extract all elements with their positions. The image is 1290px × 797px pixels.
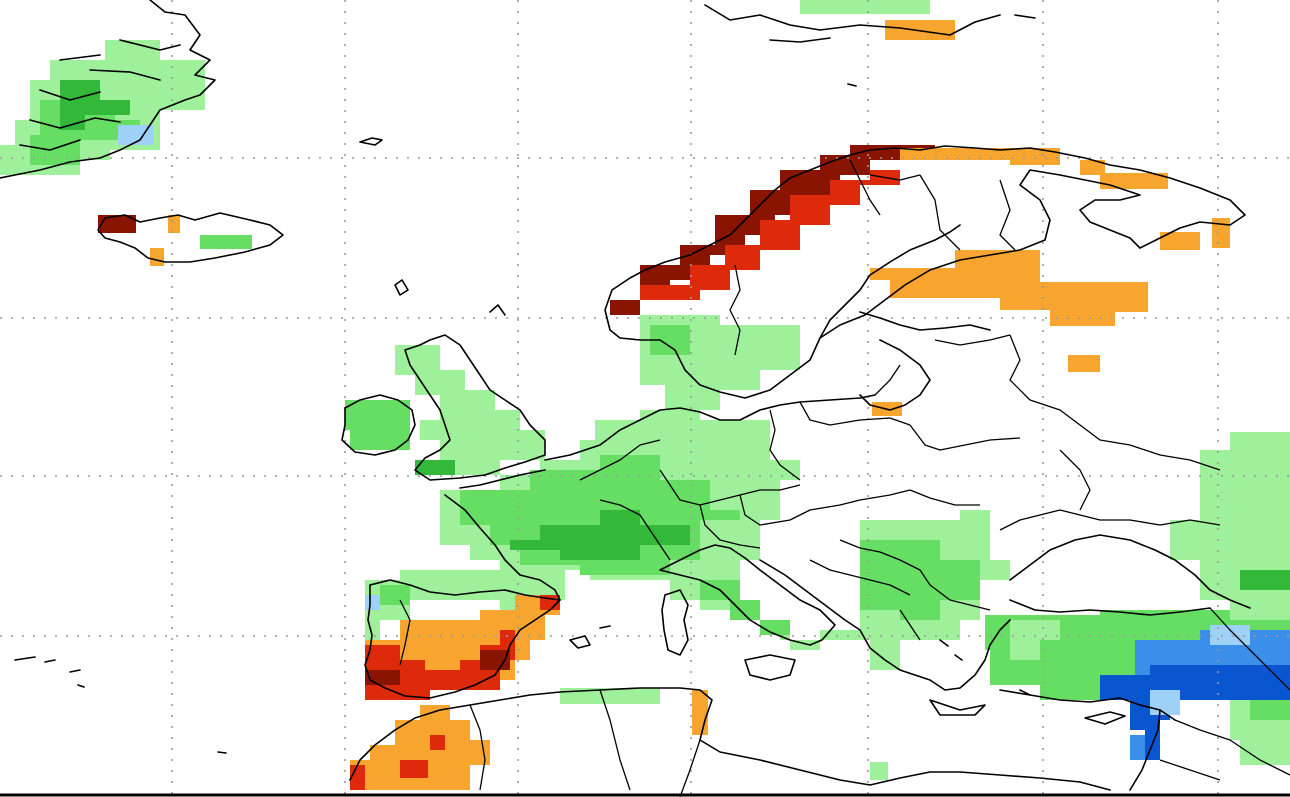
kola-orange-cell <box>1100 173 1168 189</box>
levant-very-wet-region <box>1100 665 1290 760</box>
britain-coastline <box>404 334 546 481</box>
country-borders <box>399 159 1290 797</box>
morocco-red-cell-2 <box>430 735 445 750</box>
iceland-orange-cell-2 <box>150 248 164 266</box>
morocco-orange-region <box>350 705 490 790</box>
turkey-light-wet-cell <box>1210 625 1250 645</box>
balearic-islands <box>569 625 611 649</box>
balkans-coastline <box>759 559 1011 691</box>
country-border <box>769 334 1131 481</box>
finland-orange-region <box>870 250 1148 326</box>
britain-dark-cell <box>415 460 455 475</box>
east-green-dark-cell <box>1240 570 1290 590</box>
russia-orange-cell <box>1068 355 1100 372</box>
iberia-green-cell <box>380 585 410 605</box>
country-border <box>659 469 980 549</box>
greenland-coastline <box>0 0 216 179</box>
morocco-red-cell <box>400 760 428 778</box>
levant-light-wet-cell <box>1150 690 1180 715</box>
britain-green-region <box>395 345 545 475</box>
greenland-green-mid <box>30 100 140 165</box>
turkey-south-coastline <box>999 689 1176 721</box>
iceland-green-cell <box>200 235 252 249</box>
greenland-fjords <box>19 39 181 151</box>
france-green-dark-region <box>510 510 690 560</box>
norway-orange-cell <box>1080 160 1105 175</box>
iberia-dark-red-region <box>365 650 510 685</box>
azores-islands <box>14 656 227 754</box>
iraq-green-cell <box>1250 700 1290 720</box>
iberia-wet-cell <box>365 595 380 610</box>
morocco-red-cell-3 <box>350 765 365 790</box>
country-border <box>999 444 1221 531</box>
country-border <box>729 159 1016 356</box>
country-border <box>469 689 701 797</box>
svalbard-coastline <box>704 4 1036 43</box>
baltic-coastline <box>819 224 991 411</box>
cyprus-coastline <box>1084 711 1126 725</box>
greenland-green-dark <box>60 80 130 130</box>
scandinavia-coastline <box>604 145 1246 399</box>
faroe-islands <box>359 137 383 146</box>
ireland-green-region <box>345 400 410 450</box>
sicily-coastline <box>744 654 796 681</box>
ireland-coastline <box>341 394 416 456</box>
turkey-green-light <box>1010 620 1060 660</box>
iberia-coastline <box>364 579 561 699</box>
italy-coastline <box>659 544 836 646</box>
aegean-islands <box>929 639 1031 716</box>
tunisia-orange-cell <box>692 690 708 735</box>
sinai-wet-cell <box>1130 735 1145 760</box>
levant-coastline <box>1129 709 1161 791</box>
norway-orange-band <box>900 148 1060 165</box>
algeria-green-cell <box>560 688 660 704</box>
svalbard-green-cell <box>800 0 930 14</box>
sardinia-corsica <box>661 589 689 656</box>
greenland-wet-cell <box>118 125 153 145</box>
iberia-red-region <box>365 630 515 700</box>
north-africa-coastline <box>349 687 1111 791</box>
iceland-orange-cell <box>168 215 180 233</box>
jan-mayen <box>847 83 857 87</box>
iceland-dark-red-cell <box>98 215 136 233</box>
iceland-coastline <box>97 212 284 263</box>
kola-orange-cell-2 <box>1160 232 1200 250</box>
kola-orange-cell-3 <box>1212 218 1230 248</box>
shetland-islands <box>394 279 506 316</box>
country-border <box>579 439 671 561</box>
continent-coastline <box>444 394 876 601</box>
black-sea-coastline <box>1009 534 1251 616</box>
country-border <box>399 599 1290 781</box>
italy-green <box>700 580 790 635</box>
libya-green-cell <box>870 762 888 780</box>
norway-red-band <box>640 170 900 300</box>
coastlines <box>0 0 1251 791</box>
country-border <box>809 539 991 641</box>
